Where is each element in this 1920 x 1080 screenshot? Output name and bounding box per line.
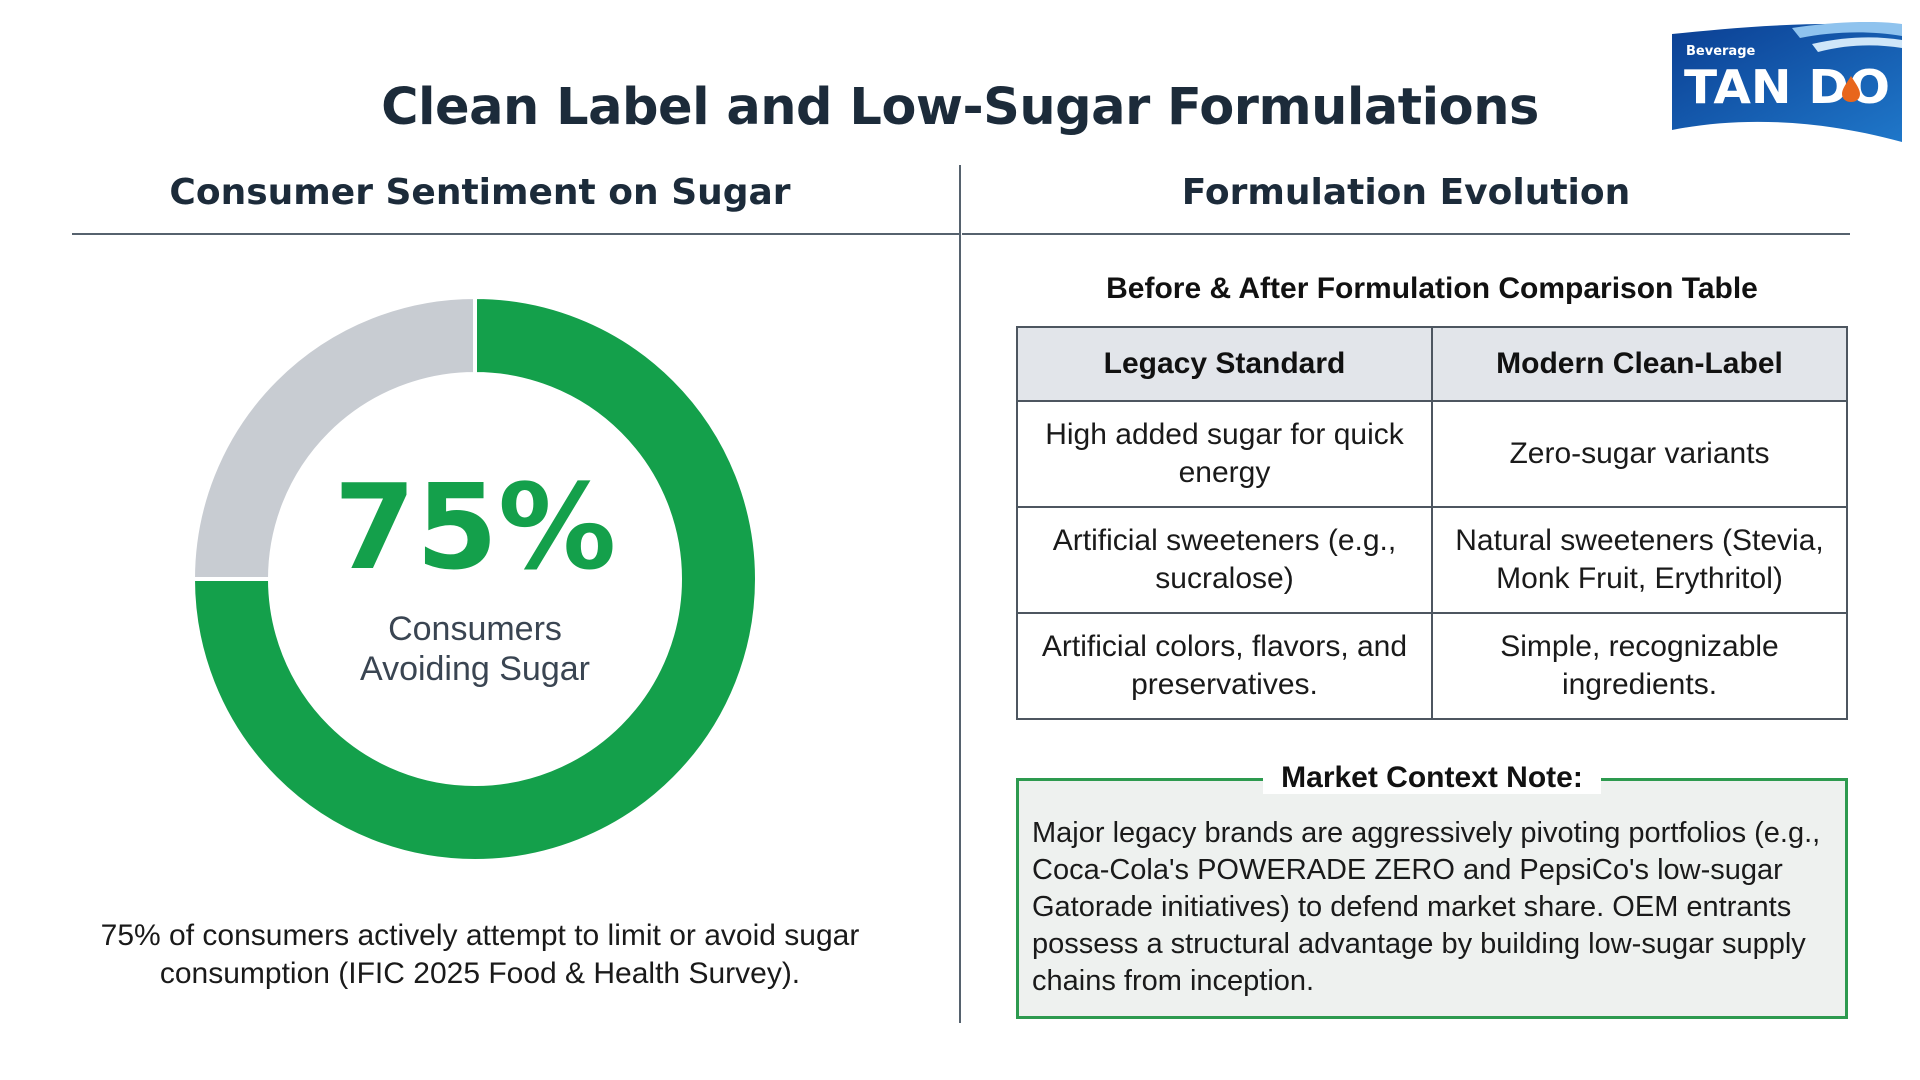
brand-logo: Beverage TAN DO [1672, 22, 1902, 150]
chart-caption: 75% of consumers actively attempt to lim… [100, 919, 860, 990]
right-section-title: Formulation Evolution [1181, 172, 1631, 213]
table-row: Artificial colors, flavors, and preserva… [1016, 612, 1848, 720]
donut-center-label-line-2: Avoiding Sugar [360, 650, 590, 688]
donut-center-label-line-1: Consumers [388, 610, 562, 648]
right-header-divider [962, 233, 1850, 235]
table-cell: Zero-sugar variants [1431, 400, 1848, 508]
vertical-divider [959, 165, 961, 1023]
page-title: Clean Label and Low-Sugar Formulations [381, 78, 1539, 137]
table-row: Artificial sweeteners (e.g., sucralose) … [1016, 506, 1848, 614]
table-header-row: Legacy Standard Modern Clean-Label [1016, 326, 1848, 402]
comparison-table: Legacy Standard Modern Clean-Label High … [1016, 326, 1848, 720]
table-cell: Artificial colors, flavors, and preserva… [1016, 612, 1433, 720]
logo-small-text: Beverage [1686, 44, 1756, 59]
header-modern-clean-label: Modern Clean-Label [1431, 326, 1848, 402]
donut-slice-0 [190, 294, 759, 863]
table-cell: Simple, recognizable ingredients. [1431, 612, 1848, 720]
note-title: Market Context Note: [1263, 761, 1601, 794]
donut-slices [190, 294, 759, 863]
donut-center-value: 75% [334, 458, 616, 596]
logo-main-text: TAN DO [1684, 60, 1890, 114]
left-section-title: Consumer Sentiment on Sugar [169, 172, 791, 213]
table-title: Before & After Formulation Comparison Ta… [1106, 272, 1758, 305]
table-row: High added sugar for quick energy Zero-s… [1016, 400, 1848, 508]
table-cell: High added sugar for quick energy [1016, 400, 1433, 508]
left-header-divider [72, 233, 960, 235]
table-cell: Natural sweeteners (Stevia, Monk Fruit, … [1431, 506, 1848, 614]
table-cell: Artificial sweeteners (e.g., sucralose) [1016, 506, 1433, 614]
market-context-note: Market Context Note: Major legacy brands… [1016, 761, 1848, 1019]
donut-slice-1 [190, 294, 477, 581]
donut-chart: 75% Consumers Avoiding Sugar [190, 294, 760, 864]
header-legacy-standard: Legacy Standard [1016, 326, 1433, 402]
note-body: Major legacy brands are aggressively piv… [1032, 817, 1821, 997]
